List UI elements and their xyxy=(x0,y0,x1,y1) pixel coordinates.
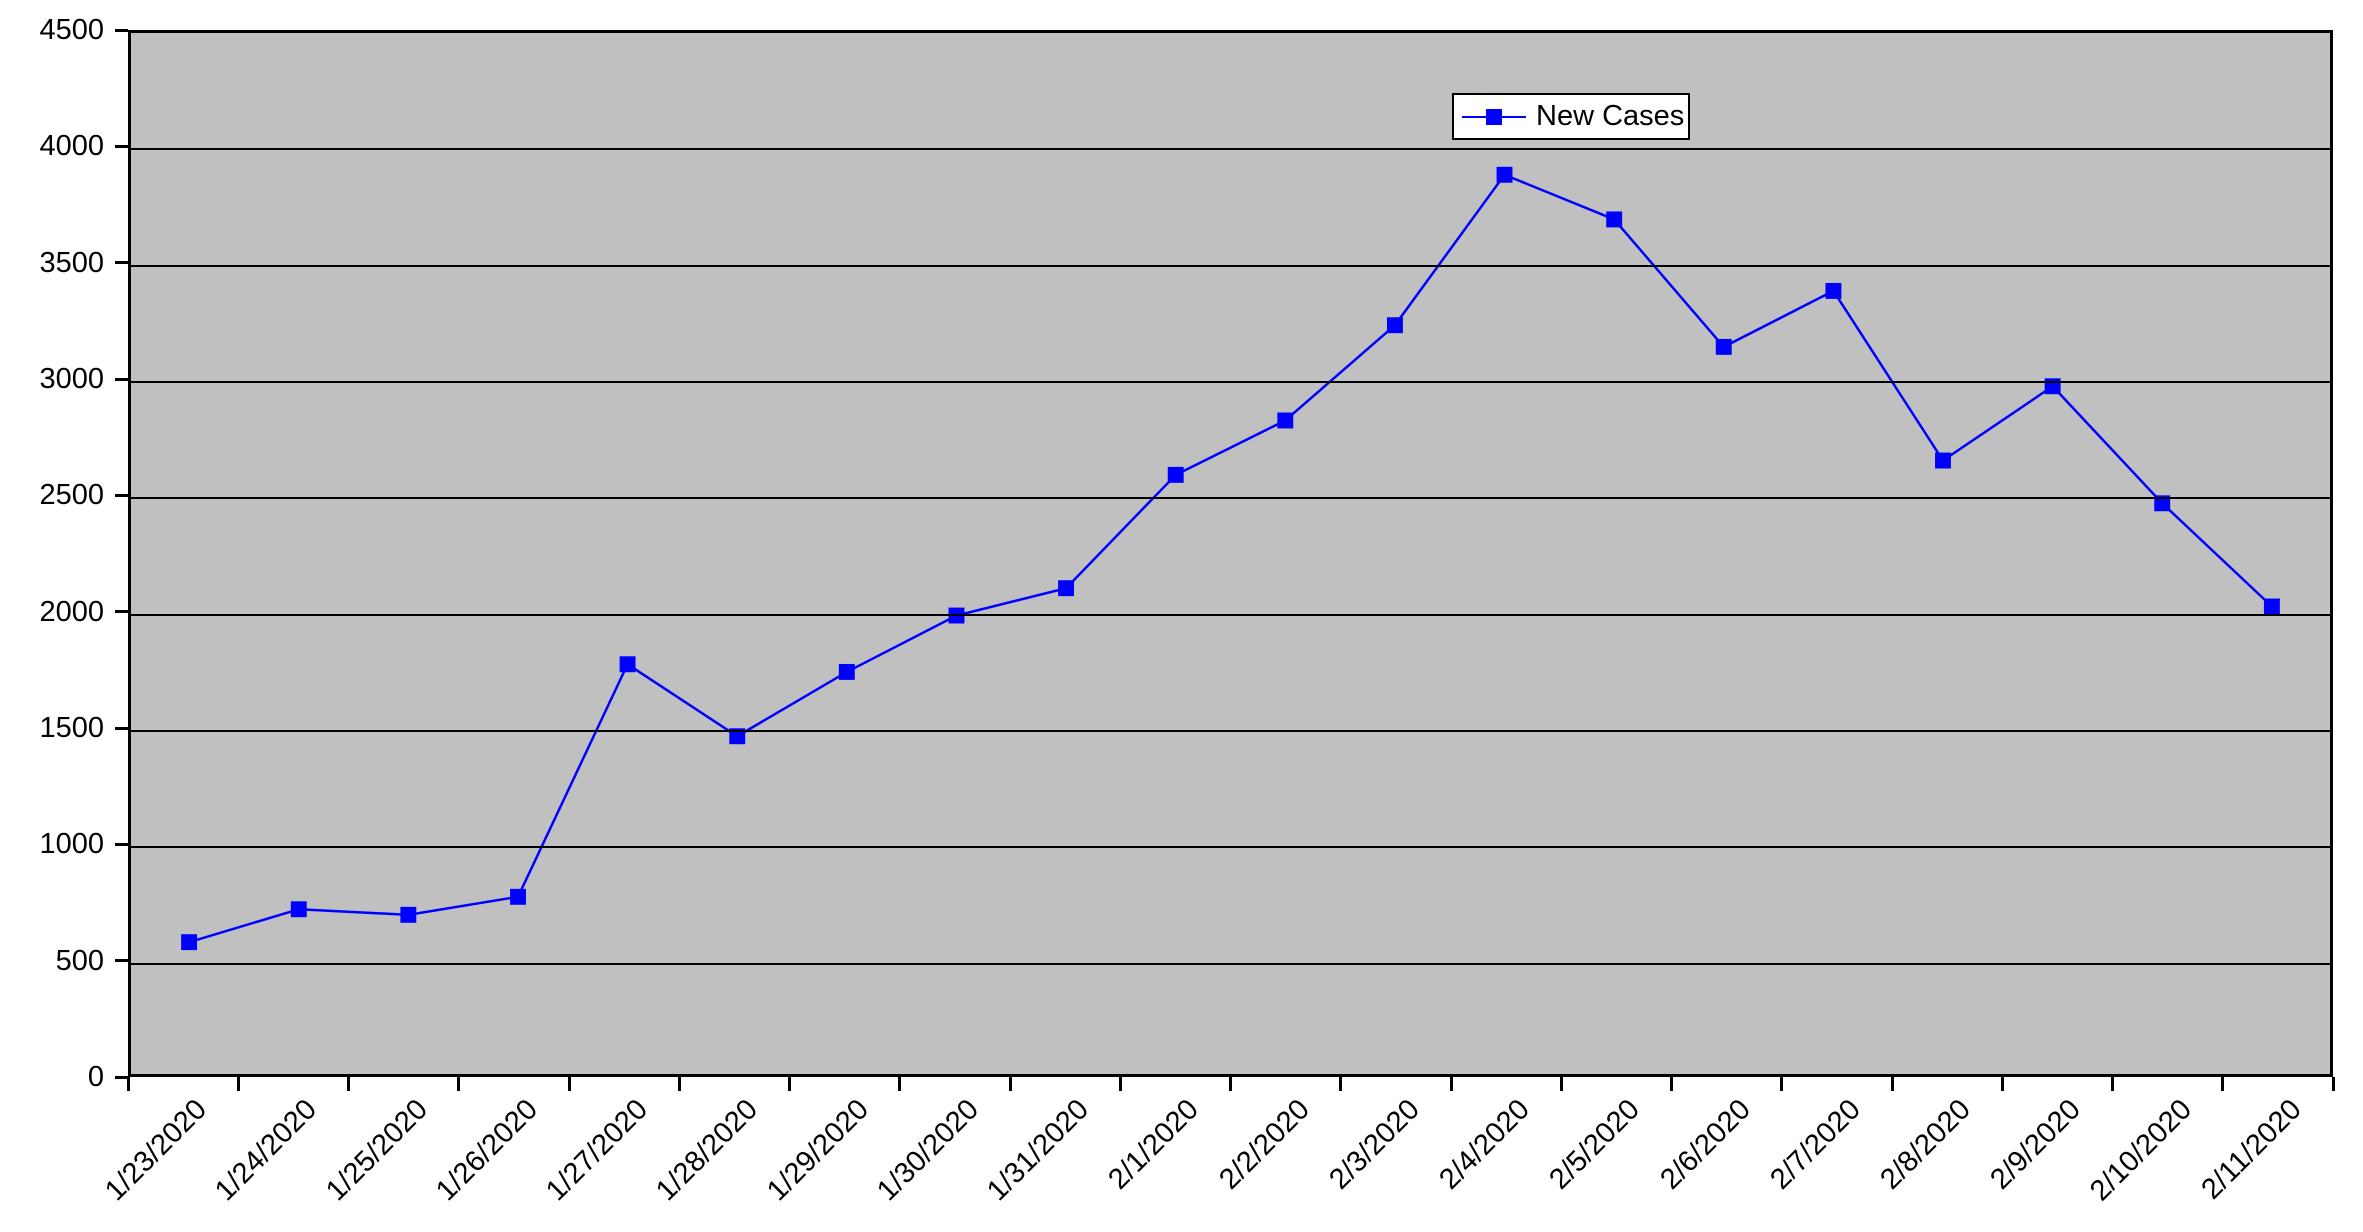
data-point-marker xyxy=(400,906,417,923)
data-point-marker xyxy=(1058,580,1075,597)
x-axis-tick xyxy=(1229,1077,1232,1091)
gridline xyxy=(131,846,2330,849)
y-axis-tick xyxy=(115,144,128,148)
x-axis-label: 2/6/2020 xyxy=(1654,1093,1757,1196)
x-axis-tick xyxy=(2000,1077,2004,1091)
x-axis-tick xyxy=(1449,1077,1453,1091)
x-axis-label: 1/30/2020 xyxy=(870,1093,985,1208)
data-point-marker xyxy=(1606,211,1623,228)
gridline xyxy=(131,730,2330,732)
x-axis-label: 2/5/2020 xyxy=(1543,1093,1647,1196)
x-axis-label: 2/4/2020 xyxy=(1433,1093,1537,1196)
x-axis-tick xyxy=(567,1077,571,1091)
x-axis-tick xyxy=(236,1077,240,1091)
y-axis-tick xyxy=(115,28,128,32)
y-axis-tick xyxy=(115,261,128,265)
x-axis-tick xyxy=(1780,1077,1784,1091)
legend-marker-icon xyxy=(1462,108,1526,126)
y-axis-tick xyxy=(115,959,128,963)
x-axis-tick xyxy=(126,1077,130,1091)
y-axis-label: 1000 xyxy=(39,828,104,861)
x-axis-tick xyxy=(788,1077,791,1091)
gridline xyxy=(131,148,2330,151)
x-axis-label: 2/8/2020 xyxy=(1874,1093,1978,1196)
x-axis-label: 1/31/2020 xyxy=(981,1093,1096,1208)
y-axis-tick xyxy=(115,493,128,497)
y-axis-tick xyxy=(115,377,128,381)
x-axis-tick xyxy=(1670,1077,1673,1091)
y-axis-tick xyxy=(115,610,128,614)
y-axis-label: 4000 xyxy=(39,130,104,163)
data-point-marker xyxy=(1167,466,1184,483)
data-point-marker xyxy=(1386,317,1403,334)
gridline xyxy=(131,497,2330,500)
gridline xyxy=(131,381,2330,383)
series-svg xyxy=(181,166,2280,951)
x-axis-label: 1/25/2020 xyxy=(319,1093,434,1208)
x-axis-tick xyxy=(2331,1077,2335,1091)
data-point-marker xyxy=(838,663,855,680)
x-axis-label: 1/24/2020 xyxy=(209,1093,324,1208)
x-axis-label: 1/23/2020 xyxy=(99,1093,214,1208)
data-point-marker xyxy=(290,901,307,918)
x-axis-tick xyxy=(1559,1077,1563,1091)
y-axis-label: 0 xyxy=(87,1061,104,1093)
x-axis-tick xyxy=(677,1077,681,1091)
series-line xyxy=(188,173,2273,944)
y-axis-label: 2500 xyxy=(39,479,104,512)
legend: New Cases xyxy=(1452,93,1690,140)
x-axis-tick xyxy=(2221,1077,2225,1091)
x-axis-label: 2/2/2020 xyxy=(1213,1093,1316,1196)
x-axis-tick xyxy=(347,1077,350,1091)
x-axis-tick xyxy=(1118,1077,1122,1091)
data-point-marker xyxy=(729,728,746,745)
y-axis-tick xyxy=(115,1075,128,1079)
x-axis-label: 2/1/2020 xyxy=(1102,1093,1206,1196)
y-axis-label: 500 xyxy=(55,944,104,977)
y-axis-label: 2000 xyxy=(39,595,104,628)
legend-label: New Cases xyxy=(1536,100,1685,132)
legend-square-marker-icon xyxy=(1486,108,1502,125)
x-axis-label: 2/3/2020 xyxy=(1323,1093,1426,1196)
y-axis-tick xyxy=(115,726,128,730)
x-axis-tick xyxy=(1008,1077,1012,1091)
data-point-marker xyxy=(1825,282,1842,299)
x-axis-tick xyxy=(1339,1077,1343,1091)
data-point-marker xyxy=(510,888,526,905)
plot-area xyxy=(128,30,2333,1077)
x-axis-label: 1/26/2020 xyxy=(429,1093,544,1208)
x-axis-tick xyxy=(2111,1077,2114,1091)
x-axis-label: 1/29/2020 xyxy=(760,1093,875,1208)
x-axis-tick xyxy=(1890,1077,1894,1091)
x-axis-label: 2/10/2020 xyxy=(2083,1093,2198,1208)
gridline xyxy=(131,264,2330,267)
data-point-marker xyxy=(1935,452,1951,469)
data-point-marker xyxy=(1715,338,1732,355)
x-axis-label: 1/27/2020 xyxy=(540,1093,655,1208)
y-axis-tick xyxy=(115,842,128,846)
data-point-marker xyxy=(1496,166,1513,183)
y-axis-label: 3500 xyxy=(39,246,104,279)
x-axis-label: 1/28/2020 xyxy=(650,1093,765,1208)
data-point-marker xyxy=(181,934,198,951)
data-point-marker xyxy=(1277,412,1294,429)
gridline xyxy=(131,962,2330,965)
x-axis-label: 2/7/2020 xyxy=(1764,1093,1867,1196)
y-axis-label: 3000 xyxy=(39,363,104,395)
gridline xyxy=(131,613,2330,616)
x-axis-label: 2/11/2020 xyxy=(2195,1093,2308,1206)
x-axis-label: 2/9/2020 xyxy=(1984,1093,2088,1196)
data-point-marker xyxy=(2263,598,2280,615)
y-axis-label: 4500 xyxy=(39,14,104,46)
y-axis-label: 1500 xyxy=(39,712,104,744)
data-point-marker xyxy=(619,656,636,673)
x-axis-tick xyxy=(898,1077,902,1091)
x-axis-tick xyxy=(457,1077,461,1091)
